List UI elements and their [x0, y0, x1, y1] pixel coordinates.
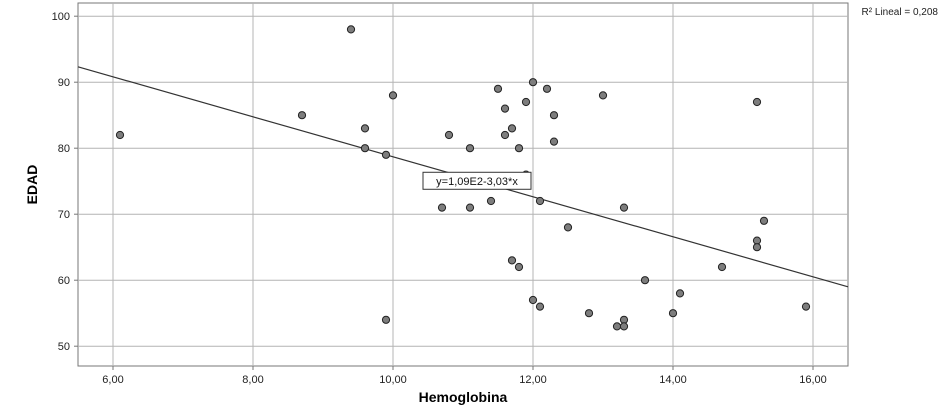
data-point — [752, 243, 762, 252]
data-point — [668, 309, 678, 318]
data-points — [115, 25, 811, 331]
data-point — [500, 104, 510, 113]
data-point — [549, 111, 559, 120]
data-point — [507, 124, 517, 133]
gridlines — [74, 3, 848, 370]
x-tick-label: 6,00 — [102, 374, 123, 386]
x-tick-label: 12,00 — [519, 374, 547, 386]
data-point — [360, 124, 370, 133]
y-tick-label: 100 — [52, 11, 70, 23]
data-point — [619, 322, 629, 331]
data-point — [521, 97, 531, 107]
y-tick-label: 50 — [58, 341, 70, 353]
data-point — [444, 130, 454, 140]
data-point — [381, 315, 391, 324]
data-point — [528, 78, 538, 87]
x-tick-label: 10,00 — [379, 374, 407, 386]
equation-label: y=1,09E2-3,03*x — [436, 176, 518, 188]
data-point — [801, 302, 811, 311]
y-tick-label: 70 — [58, 209, 70, 221]
y-axis-label: EDAD — [24, 165, 40, 205]
equation-annotation: y=1,09E2-3,03*x — [422, 171, 532, 190]
data-point — [542, 84, 552, 93]
data-point — [115, 130, 125, 140]
data-point — [598, 91, 608, 100]
equation-box — [422, 171, 532, 190]
y-tick-label: 90 — [58, 77, 70, 89]
y-tick-labels: 50 60 70 80 90 100 — [52, 11, 70, 353]
data-point — [759, 216, 769, 225]
x-tick-label: 8,00 — [242, 374, 263, 386]
x-tick-label: 16,00 — [799, 374, 827, 386]
data-point — [381, 150, 391, 159]
data-point — [563, 223, 573, 232]
data-point — [465, 144, 475, 153]
data-point — [493, 84, 503, 93]
data-point — [640, 276, 650, 285]
data-point — [675, 289, 685, 298]
data-point — [514, 262, 524, 272]
y-tick-label: 80 — [58, 143, 70, 155]
data-point — [514, 144, 524, 153]
data-point — [612, 322, 622, 331]
data-point — [500, 130, 510, 140]
data-point — [388, 91, 398, 100]
data-point — [346, 25, 356, 34]
data-point — [465, 203, 475, 212]
data-point — [297, 111, 307, 120]
data-point — [437, 203, 447, 212]
data-point — [717, 262, 727, 272]
data-point — [535, 196, 545, 206]
data-point — [507, 256, 517, 265]
data-point — [549, 137, 559, 146]
data-point — [360, 144, 370, 153]
data-point — [619, 203, 629, 212]
y-tick-label: 60 — [58, 275, 70, 287]
data-point — [528, 295, 538, 305]
x-axis-label: Hemoglobina — [419, 389, 508, 405]
r2-label: R² Lineal = 0,208 — [862, 7, 939, 18]
x-tick-labels: 6,00 8,00 10,00 12,00 14,00 16,00 — [102, 374, 826, 386]
data-point — [584, 309, 594, 318]
data-point — [535, 302, 545, 311]
data-point — [486, 196, 496, 206]
x-tick-label: 14,00 — [659, 374, 687, 386]
data-point — [752, 97, 762, 107]
